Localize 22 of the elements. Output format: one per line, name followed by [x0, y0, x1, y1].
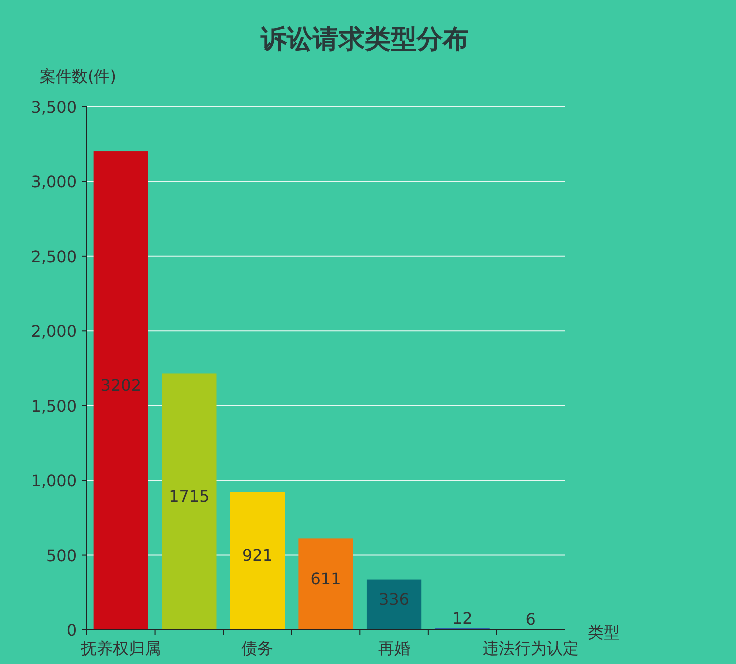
x-tick-label: 再婚 — [378, 639, 410, 658]
y-tick-label: 500 — [46, 546, 77, 566]
x-axis-title: 类型 — [588, 623, 620, 642]
data-label: 12 — [452, 609, 473, 628]
y-tick-label: 2,000 — [31, 322, 77, 342]
data-label: 6 — [526, 610, 536, 630]
x-tick-label: 违法行为认定 — [482, 639, 579, 658]
y-tick-label: 1,000 — [31, 472, 77, 491]
data-label: 611 — [310, 569, 342, 588]
y-tick-label: 3,500 — [31, 98, 77, 117]
chart-title: 诉讼请求类型分布 — [260, 25, 469, 55]
y-tick-label: 1,500 — [31, 396, 77, 416]
y-axis-title: 案件数(件) — [40, 67, 116, 86]
x-tick-label: 抚养权归属 — [80, 639, 162, 658]
y-tick-label: 3,000 — [31, 172, 77, 192]
y-tick-label: 2,500 — [31, 247, 77, 266]
x-tick-label: 债务 — [242, 639, 274, 658]
data-label: 3202 — [100, 376, 142, 395]
y-tick-label: 0 — [66, 621, 77, 640]
data-label: 921 — [242, 546, 273, 566]
data-label: 1715 — [169, 486, 210, 506]
data-label: 336 — [379, 590, 410, 609]
